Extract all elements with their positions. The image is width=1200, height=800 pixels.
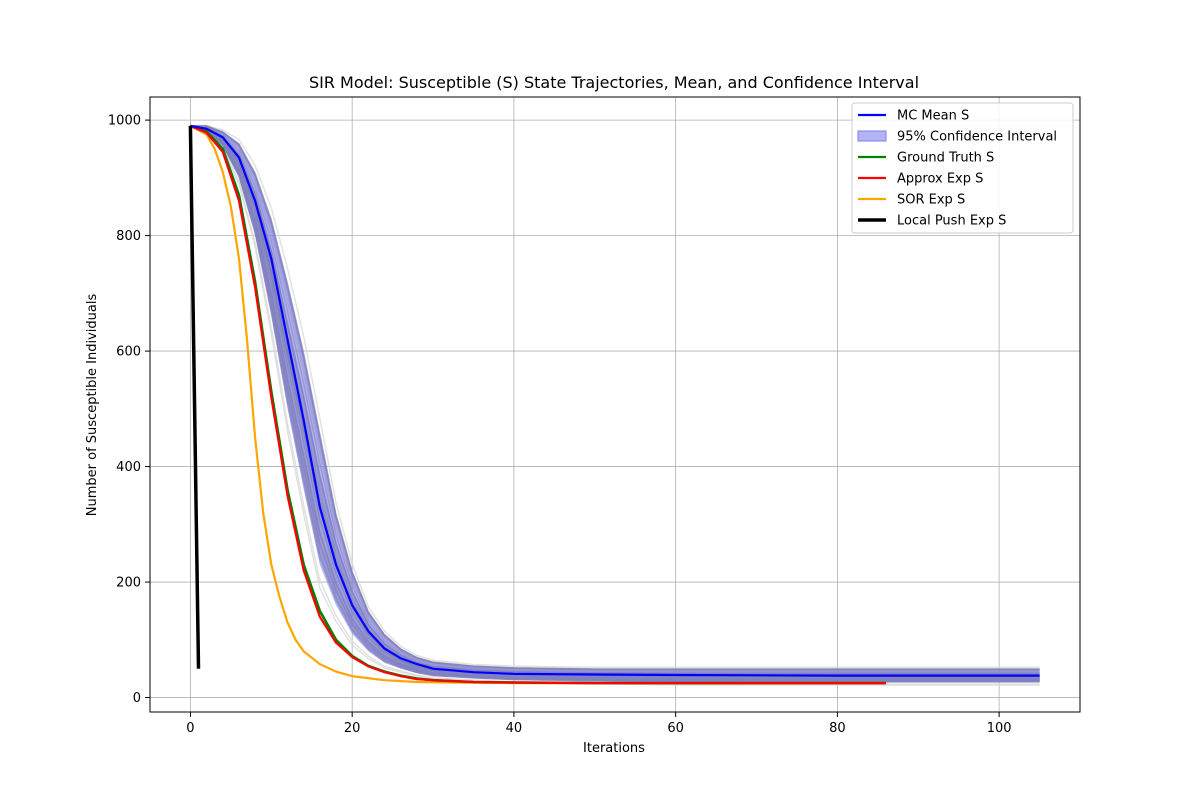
legend-sor-exp-label: SOR Exp S xyxy=(897,193,965,208)
y-tick-label: 600 xyxy=(116,345,141,360)
y-tick-label: 0 xyxy=(133,691,141,706)
legend: MC Mean S 95% Confidence Interval Ground T… xyxy=(851,102,1074,234)
legend-box xyxy=(851,102,1074,234)
x-tick-label: 40 xyxy=(506,721,523,736)
chart-title: SIR Model: Susceptible (S) State Traject… xyxy=(309,73,919,92)
y-tick-label: 800 xyxy=(116,229,141,244)
series-layer xyxy=(188,124,1040,686)
legend-local-push-label: Local Push Exp S xyxy=(897,214,1006,229)
x-tick-label: 80 xyxy=(829,721,846,736)
x-tick-label: 60 xyxy=(667,721,684,736)
approx-exp-line xyxy=(189,124,886,685)
legend-ci-swatch xyxy=(857,130,887,142)
mc-trajectory xyxy=(190,124,1040,669)
sor-exp-line xyxy=(189,124,741,685)
x-tick-label: 100 xyxy=(987,721,1012,736)
legend-ground-truth-label: Ground Truth S xyxy=(897,151,994,166)
legend-ci-label: 95% Confidence Interval xyxy=(897,130,1057,145)
y-tick-label: 1000 xyxy=(108,114,141,129)
mc-mean-line xyxy=(190,124,1040,677)
legend-approx-exp-label: Approx Exp S xyxy=(897,172,983,187)
y-tick-label: 200 xyxy=(116,576,141,591)
x-axis-label: Iterations xyxy=(583,741,645,756)
y-tick-label: 400 xyxy=(116,460,141,475)
y-axis-label: Number of Susceptible Individuals xyxy=(85,294,100,517)
legend-mc-mean-label: MC Mean S xyxy=(897,109,969,124)
x-tick-label: 0 xyxy=(186,721,194,736)
axes-frame xyxy=(149,96,1081,713)
local-push-line xyxy=(188,125,201,669)
x-tick-label: 20 xyxy=(344,721,361,736)
